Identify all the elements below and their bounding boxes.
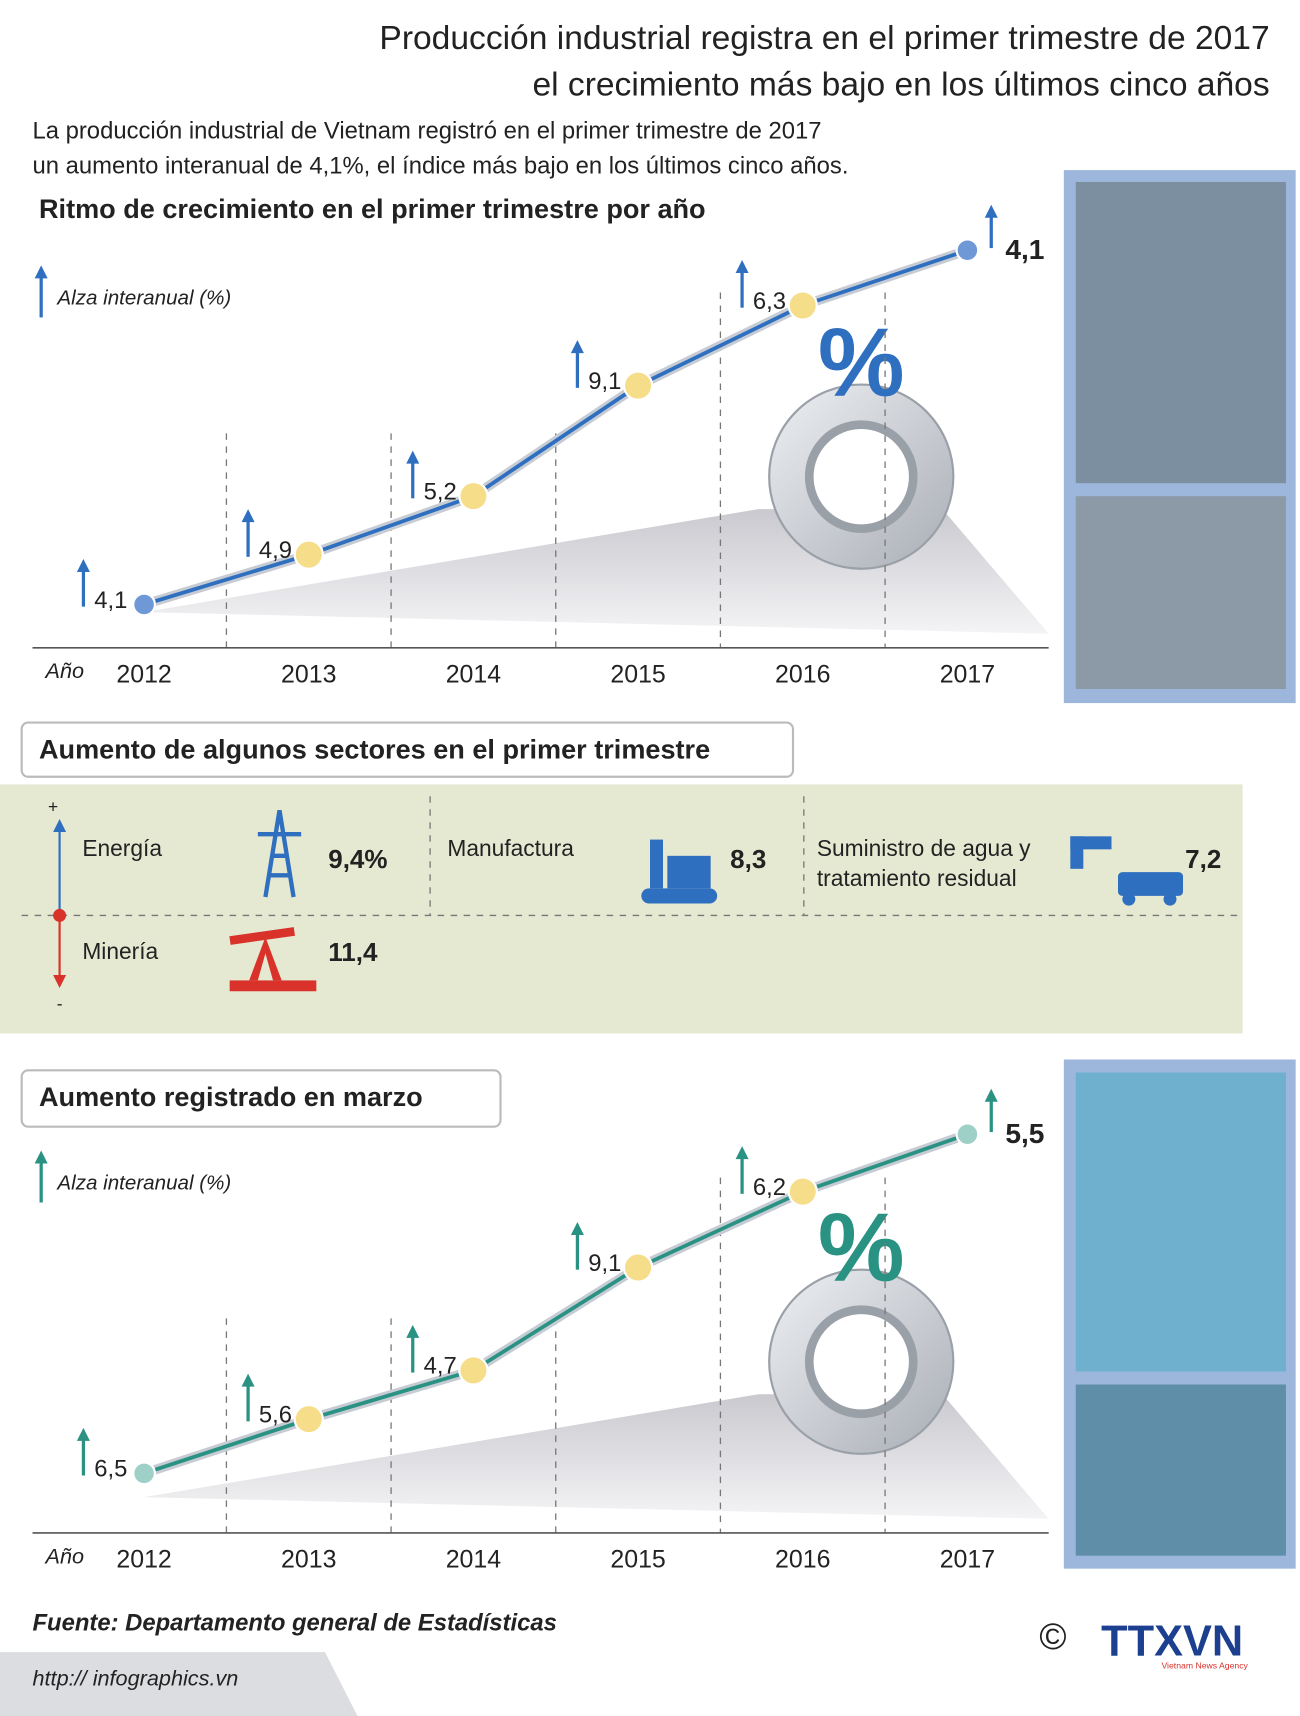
url: http:// infographics.vn [32,1666,238,1691]
point-label: 9,1 [588,368,621,395]
section-title: Aumento registrado en marzo [39,1081,423,1112]
sign: + [48,796,58,816]
x-tick-label: 2014 [446,1546,502,1574]
point [458,1355,489,1386]
sector-value: 7,2 [1185,844,1221,874]
dot [53,908,67,922]
percent-icon: % [818,1192,905,1301]
x-tick-label: 2012 [116,660,171,688]
x-tick-label: 2015 [610,1546,665,1574]
arrow [76,559,90,572]
chart: % Alza interanual (%) Año 2012 4,1 2013 4,9 201… [32,204,1049,688]
x-tick-label: 2014 [446,660,502,688]
sector-value: 9,4% [328,844,387,874]
point [458,480,489,512]
logo: TTXVN [1101,1617,1243,1665]
axis-label: Alza interanual (%) [55,286,231,309]
point-label: 5,6 [259,1401,292,1428]
agency: Vietnam News Agency [1161,1660,1248,1670]
x-tick-label: 2013 [281,660,336,688]
x-label: Año [43,1543,84,1568]
x-tick-label: 2017 [940,660,995,688]
point [132,1461,156,1486]
x-tick-label: 2016 [775,1546,830,1574]
mining-icon [229,927,317,992]
arrow [34,1150,48,1164]
sector-name: Minería [82,938,158,964]
section-title: Aumento de algunos sectores en el primer… [39,733,710,764]
sector-value: 8,3 [730,844,766,874]
point [955,238,980,263]
title: Producción industrial registra en el pri… [379,20,1269,57]
arrow [570,340,584,354]
point [787,1176,818,1207]
arrow [53,819,67,832]
percent-icon: % [818,307,905,416]
point-label: 4,9 [259,537,292,564]
x-tick-label: 2012 [116,1546,171,1574]
arrow [34,265,48,279]
x-tick-label: 2013 [281,1546,336,1574]
sign: - [57,994,63,1014]
section-box [20,721,795,778]
point [955,1122,980,1147]
point-label: 4,7 [424,1353,457,1380]
arrow [406,450,420,464]
sector-name: tratamiento residual [817,865,1017,891]
gear-hole [804,420,918,533]
sector-name: Suministro de agua y [817,835,1031,861]
sector-panel [0,784,1243,1034]
x-label: Año [43,658,84,683]
title: el crecimiento más bajo en los últimos c… [532,66,1269,103]
source: Fuente: Departamento general de Estadíst… [32,1609,556,1636]
arrow [735,260,749,273]
arrow [570,1222,584,1235]
arrow [53,975,67,988]
sector-name: Energía [82,835,162,861]
point [293,1403,324,1435]
sector-name: Manufactura [447,835,574,861]
arrow [241,1373,255,1387]
arrow [984,1088,998,1102]
section-box [20,1069,502,1128]
x-tick-label: 2016 [775,660,830,688]
point-label: 6,5 [94,1456,127,1483]
x-tick-label: 2015 [610,660,665,688]
point [132,592,156,617]
axis-label: Alza interanual (%) [55,1171,231,1194]
arrow [984,204,998,218]
point-label: 9,1 [588,1250,621,1277]
gear-hole [804,1305,918,1419]
point [622,1252,654,1283]
point-label: 5,2 [424,478,457,505]
footer-band [0,1652,358,1716]
point-label: 6,2 [753,1174,786,1201]
sector-value: 11,4 [328,937,378,967]
line [143,1132,969,1476]
arrow [735,1146,749,1160]
line [143,248,969,607]
photo-frame [1063,170,1296,1569]
arrow [241,509,255,523]
point-label: 4,1 [1005,234,1044,265]
point [293,539,324,570]
factory-icon [641,839,718,904]
arrow [406,1324,420,1338]
intro: La producción industrial de Vietnam regi… [32,118,821,145]
point-label: 6,3 [753,288,786,315]
point-label: 5,5 [1005,1118,1044,1149]
energy-icon [257,809,302,898]
point [787,290,818,321]
section-title: Ritmo de crecimiento en el primer trimes… [39,193,706,224]
x-tick-label: 2017 [940,1546,995,1574]
point [622,370,654,401]
chart: % Alza interanual (%) Año 2012 6,5 2013 5,6 201… [32,1088,1049,1574]
point-label: 4,1 [94,587,127,614]
water-icon [1070,836,1183,906]
intro: un aumento interanual de 4,1%, el índice… [32,152,848,179]
arrow [76,1427,90,1441]
copyright: © [1039,1616,1066,1657]
